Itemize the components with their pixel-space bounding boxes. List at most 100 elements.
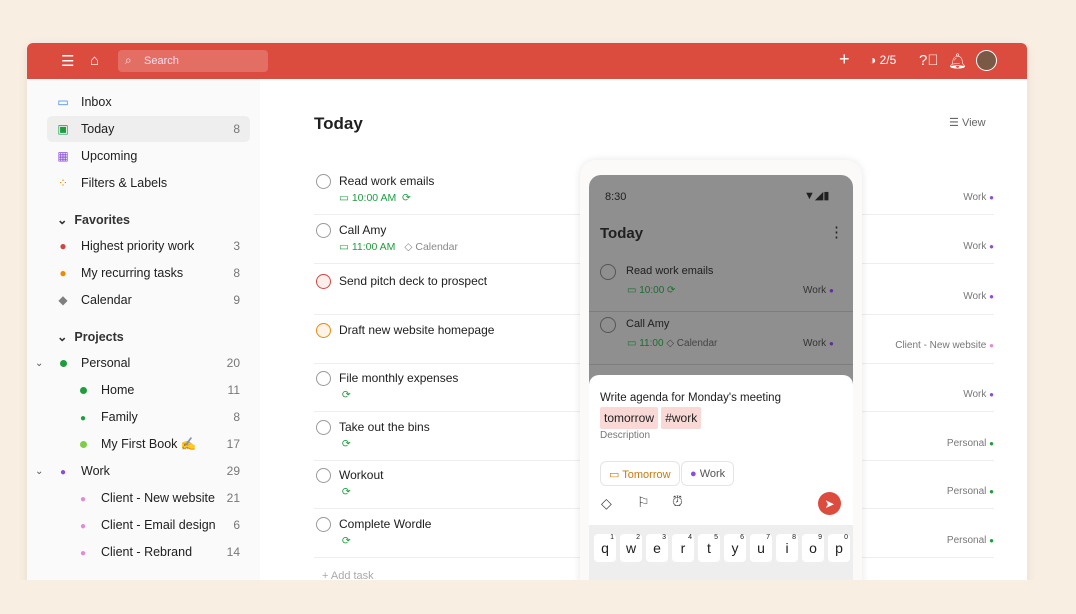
search-input[interactable]: ⌕ Search [118, 50, 268, 72]
project-item[interactable]: Home 11 [67, 377, 250, 403]
key-letter: q [601, 540, 609, 556]
project-item[interactable]: ⌄ Personal 20 [35, 350, 250, 376]
project-count: 21 [226, 491, 240, 505]
search-placeholder: Search [144, 55, 179, 67]
project-item[interactable]: My First Book ✍️ 17 [67, 431, 250, 457]
sidebar-item-filters-labels[interactable]: ⁘ Filters & Labels [47, 170, 250, 196]
help-icon[interactable]: ?⃝ [919, 52, 939, 69]
menu-icon[interactable]: ☰ [61, 53, 75, 70]
project-item[interactable]: ● Client - Email design 6 [67, 512, 250, 538]
date-pill[interactable]: ▭ Tomorrow [600, 461, 680, 486]
more-icon[interactable]: ⋮ [829, 224, 844, 241]
project-label: Home [101, 383, 135, 397]
project-item[interactable]: ● Client - Rebrand 14 [67, 539, 250, 565]
avatar[interactable] [976, 50, 997, 71]
sidebar-item-upcoming[interactable]: ▦ Upcoming [47, 143, 250, 169]
favorites-header[interactable]: ⌄ Favorites [57, 213, 131, 227]
task-project[interactable]: Personal ● [947, 486, 994, 497]
key-letter: u [757, 540, 765, 556]
task-checkbox[interactable] [316, 468, 331, 483]
add-icon[interactable]: + [839, 49, 850, 69]
favorite-count: 9 [233, 293, 240, 307]
task-checkbox[interactable] [316, 174, 331, 189]
task-checkbox[interactable] [316, 420, 331, 435]
project-pill-label: Work [699, 468, 726, 480]
task-checkbox[interactable] [600, 264, 616, 280]
task-project[interactable]: Work ● [963, 241, 994, 252]
sidebar-item-today[interactable]: ▣ Today 8 [47, 116, 250, 142]
project-item[interactable]: ⌄ ● Work 29 [35, 458, 250, 484]
favorite-item[interactable]: ● My recurring tasks 8 [47, 260, 250, 286]
key-letter: e [653, 540, 661, 556]
task-checkbox[interactable] [316, 274, 331, 289]
task-project[interactable]: Personal ● [947, 438, 994, 449]
task-meta: ⟳ [339, 535, 351, 547]
favorite-item[interactable]: ● Highest priority work 3 [47, 233, 250, 259]
label-icon: ◇ [404, 241, 413, 253]
favorite-count: 3 [233, 239, 240, 253]
task-project-label: Personal [946, 486, 987, 497]
send-button[interactable]: ➤ [818, 492, 841, 515]
sidebar-item-label: Filters & Labels [81, 176, 168, 190]
status-icons: ▼◢▮ [804, 190, 830, 202]
sidebar-item-label: Inbox [81, 95, 112, 109]
person-icon: ● [989, 193, 994, 202]
phone-task-row[interactable]: Call Amy ▭ 11:00 ◇ Calendar Work ● [589, 312, 853, 365]
task-checkbox[interactable] [316, 323, 331, 338]
project-item[interactable]: ● Client - New website 21 [67, 485, 250, 511]
add-task-button[interactable]: + Add task [322, 570, 374, 582]
phone-task-row[interactable]: Read work emails ▭ 10:00 ⟳ Work ● [589, 259, 853, 312]
quick-add-input[interactable]: Write agenda for Monday's meeting tomorr… [600, 389, 845, 429]
flag-icon[interactable]: ⚐ [637, 494, 650, 510]
task-checkbox[interactable] [316, 371, 331, 386]
tag-icon[interactable]: ◇ [601, 495, 612, 511]
task-project[interactable]: Work ● [963, 291, 994, 302]
top-bar: ☰ ⌂ ⌕ Search + ◑ 2/5 ?⃝ 🔔︎ [27, 43, 1027, 79]
task-project-label: Work [963, 192, 987, 203]
favorite-item[interactable]: ◆ Calendar 9 [47, 287, 250, 313]
task-project-label: Work [803, 285, 827, 296]
project-item[interactable]: ● Family 8 [67, 404, 250, 430]
task-project[interactable]: Work ● [963, 192, 994, 203]
task-project[interactable]: Personal ● [947, 535, 994, 546]
task-project[interactable]: Client - New website ● [895, 340, 994, 351]
dot-icon: ● [989, 487, 994, 496]
alarm-icon[interactable]: ⏰︎ [672, 493, 683, 509]
task-meta: ▭ 11:00 AM ◇ Calendar [339, 241, 458, 253]
date-pill-label: Tomorrow [622, 469, 671, 481]
task-checkbox[interactable] [316, 517, 331, 532]
bell-icon[interactable]: 🔔︎ [948, 53, 968, 70]
dot-icon: ● [989, 439, 994, 448]
person-icon: ● [59, 467, 67, 478]
task-project-label: Work [803, 338, 827, 349]
project-label: Work [81, 464, 110, 478]
karma-button[interactable]: ◑ 2/5 [869, 53, 897, 67]
phone-screen: 8:30 ▼◢▮ Today ⋮ Read work emails ▭ 10:00… [589, 175, 853, 595]
sidebar-item-inbox[interactable]: ▭ Inbox [47, 89, 250, 115]
dot-icon [51, 356, 75, 370]
project-pill[interactable]: ● Work [681, 461, 735, 486]
view-button[interactable]: ☰ View [949, 116, 986, 129]
home-icon[interactable]: ⌂ [90, 52, 100, 69]
task-checkbox[interactable] [600, 317, 616, 333]
calendar-icon: ▭ [339, 192, 349, 204]
key-hint: 3 [662, 534, 666, 541]
projects-header[interactable]: ⌄ Projects [57, 330, 124, 344]
description-field[interactable]: Description [600, 430, 651, 441]
key-letter: w [625, 540, 637, 556]
recurring-icon: ⟳ [339, 389, 351, 401]
task-project[interactable]: Work ● [963, 389, 994, 400]
task-project-label: Work [963, 241, 987, 252]
sidebar-item-count: 8 [233, 122, 240, 136]
task-checkbox[interactable] [316, 223, 331, 238]
